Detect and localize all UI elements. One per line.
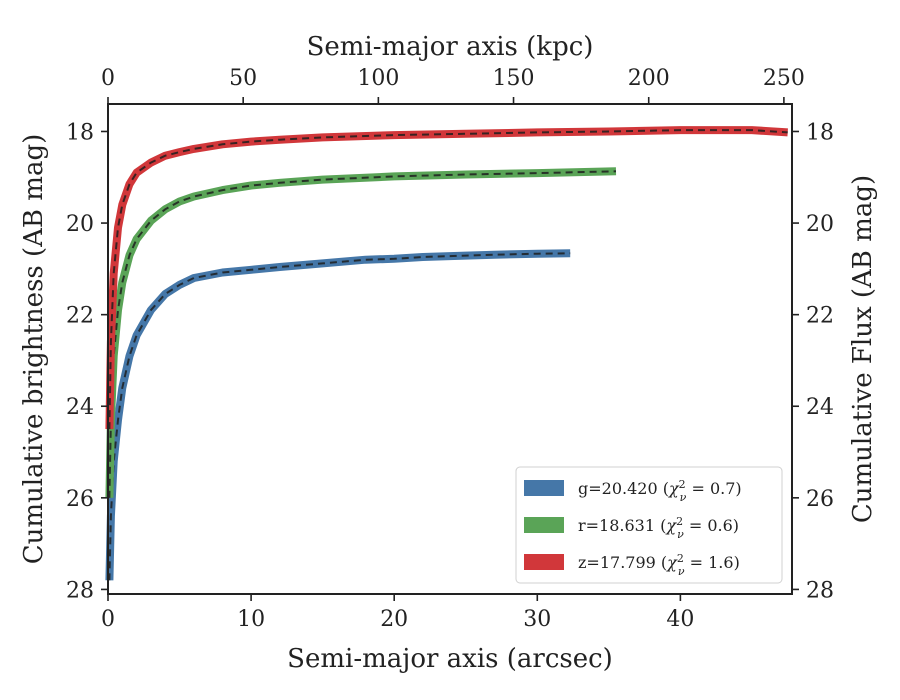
legend-chi-exponent: 2 [679,478,686,491]
legend-chi-exponent: 2 [677,552,684,565]
right-y-tick-label: 20 [806,212,834,237]
legend-series-name: z=17.799 [578,553,656,572]
axes: 0 10 20 30 400 50 100 150 200 2501820222426281820… [66,66,834,632]
right-y-tick-label: 28 [806,578,834,603]
legend-chi-equals: = [685,553,709,572]
legend-series-name: r=18.631 [578,516,655,535]
legend-chi-equals: = [686,479,710,498]
legend-entry: g=20.420 (χ2 ν = 0.7) [578,478,742,504]
series-band-r [105,167,617,498]
top-x-tick-label: 250 [763,66,805,91]
x-tick-label: 40 [666,607,694,632]
top-x-axis-label: Semi-major axis (kpc) [307,32,594,62]
x-tick-label: 20 [380,607,408,632]
legend-chi-subscript: ν [677,528,684,541]
y-tick-label: 28 [66,578,94,603]
x-axis-label: Semi-major axis (arcsec) [287,644,613,674]
legend-chi-subscript: ν [678,565,685,578]
x-tick-label: 0 [101,607,115,632]
legend-chi-subscript: ν [680,491,687,504]
right-y-tick-label: 18 [806,120,834,145]
x-tick-label: 30 [523,607,551,632]
y-tick-label: 18 [66,120,94,145]
plot-area [105,126,788,581]
legend-chi-value: 0.7 [710,479,735,498]
legend-chi-suffix: ) [734,553,740,572]
legend-chi-symbol: χ [665,516,677,535]
legend-swatch [524,554,564,570]
legend-chi-symbol: χ [666,553,678,572]
legend-chi-prefix: ( [658,479,669,498]
legend-series-name: g=20.420 [578,479,658,498]
series-model-g [108,252,571,581]
legend-chi-suffix: ) [733,516,739,535]
top-x-tick-label: 100 [357,66,399,91]
y-tick-label: 24 [66,395,94,420]
legend-entry: r=18.631 (χ2 ν = 0.6) [578,515,739,541]
y-axis-label: Cumulative brightness (AB mag) [19,134,49,565]
legend: g=20.420 (χ2 ν = 0.7)r=18.631 (χ2 ν = 0.6)… [515,466,783,584]
legend-chi-exponent: 2 [676,515,683,528]
legend-chi-equals: = [684,516,708,535]
legend-chi-value: 0.6 [707,516,732,535]
top-x-tick-label: 200 [628,66,670,91]
legend-chi-symbol: χ [668,479,680,498]
right-y-tick-label: 26 [806,487,834,512]
x-tick-label: 10 [237,607,265,632]
top-x-tick-label: 150 [493,66,535,91]
y-tick-label: 26 [66,487,94,512]
legend-chi-prefix: ( [656,553,667,572]
series-model-z [108,129,788,430]
top-x-tick-label: 50 [229,66,257,91]
right-y-axis-label: Cumulative Flux (AB mag) [848,175,878,523]
right-y-tick-label: 22 [806,304,834,329]
legend-entry: z=17.799 (χ2 ν = 1.6) [578,552,740,578]
legend-box [515,466,783,584]
legend-swatch [524,480,564,496]
top-x-tick-label: 0 [101,66,115,91]
y-tick-label: 20 [66,212,94,237]
legend-chi-suffix: ) [735,479,741,498]
legend-chi-prefix: ( [655,516,666,535]
right-y-tick-label: 24 [806,395,834,420]
plot-frame [107,103,793,595]
y-tick-label: 22 [66,304,94,329]
legend-chi-value: 1.6 [708,553,733,572]
legend-swatch [524,517,564,533]
